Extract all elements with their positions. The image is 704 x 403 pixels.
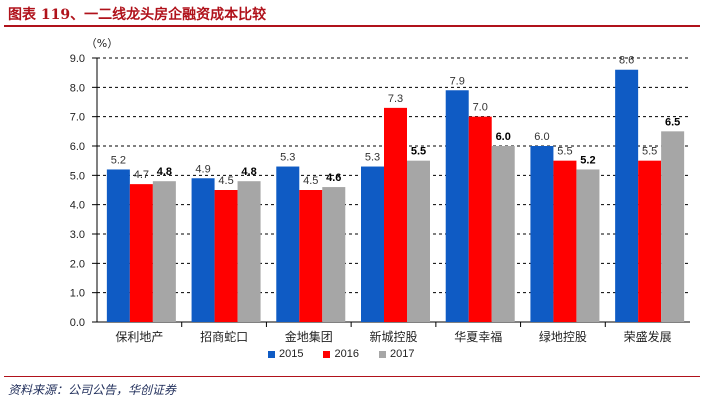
legend-label-2017: 2017 xyxy=(389,348,415,360)
bar-2016 xyxy=(638,160,662,322)
y-tick-label: 2.0 xyxy=(70,258,85,270)
data-label: 6.0 xyxy=(496,131,511,143)
bar-2016 xyxy=(129,184,153,322)
x-tick-label: 荣盛发展 xyxy=(624,329,672,344)
legend-swatch-2016 xyxy=(323,350,331,358)
y-tick-label: 3.0 xyxy=(70,229,85,241)
bar-2016 xyxy=(468,116,492,323)
data-label: 5.5 xyxy=(411,146,426,158)
y-tick-label: 7.0 xyxy=(70,112,85,124)
x-tick-label: 绿地控股 xyxy=(539,329,587,344)
data-label: 7.3 xyxy=(388,93,403,105)
legend-item-2016: 2016 xyxy=(323,348,359,360)
bar-2016 xyxy=(384,107,407,322)
y-tick-label: 0.0 xyxy=(70,317,85,329)
legend-swatch-2017 xyxy=(378,350,386,358)
data-label: 6.5 xyxy=(665,116,680,128)
y-tick-label: 4.0 xyxy=(70,200,85,212)
bar-2017 xyxy=(237,181,261,322)
legend-item-2015: 2015 xyxy=(268,348,303,360)
data-label: 4.6 xyxy=(326,172,341,184)
data-label: 5.3 xyxy=(280,152,295,164)
x-tick-label: 招商蛇口 xyxy=(200,329,248,344)
data-label: 4.9 xyxy=(195,163,210,175)
x-tick-label: 金地集团 xyxy=(285,329,333,344)
data-label: 8.6 xyxy=(619,55,634,67)
data-label: 5.5 xyxy=(642,146,657,158)
data-label: 6.0 xyxy=(534,131,549,143)
bar-2016 xyxy=(214,190,238,322)
bar-2015 xyxy=(106,169,130,322)
data-label: 5.2 xyxy=(111,154,126,166)
bar-2016 xyxy=(553,160,577,322)
bar-2017 xyxy=(407,160,430,322)
data-label: 5.2 xyxy=(580,154,595,166)
legend-item-2017: 2017 xyxy=(378,348,415,360)
data-label: 4.8 xyxy=(241,166,256,178)
bar-2015 xyxy=(615,69,639,322)
bar-2015 xyxy=(276,166,300,322)
bar-2017 xyxy=(322,187,346,322)
source-divider xyxy=(4,376,700,377)
bar-2017 xyxy=(576,169,600,322)
x-tick-label: 新城控股 xyxy=(369,329,417,344)
x-tick-label: 华夏幸福 xyxy=(454,329,502,344)
data-label: 4.5 xyxy=(303,175,318,187)
bar-2017 xyxy=(152,181,176,322)
figure-title: 图表 119、一二线龙头房企融资成本比较 xyxy=(8,7,267,23)
y-tick-label: 5.0 xyxy=(70,170,85,182)
legend-label-2015: 2015 xyxy=(279,348,304,360)
bar-2017 xyxy=(491,146,515,322)
bar-2016 xyxy=(299,190,323,322)
bar-2015 xyxy=(191,178,215,322)
y-tick-label: 1.0 xyxy=(70,288,85,300)
bar-2017 xyxy=(661,131,685,322)
data-label: 7.9 xyxy=(450,75,465,87)
title-divider xyxy=(4,25,700,27)
data-label: 4.5 xyxy=(218,175,233,187)
chart-legend: 2015 2016 2017 xyxy=(268,348,414,360)
y-tick-label: 9.0 xyxy=(70,53,85,65)
x-tick-label: 保利地产 xyxy=(115,330,163,344)
data-label: 7.0 xyxy=(473,102,488,114)
y-tick-label: 6.0 xyxy=(70,141,85,153)
data-label: 5.5 xyxy=(557,146,572,158)
y-tick-label: 8.0 xyxy=(70,82,85,94)
legend-swatch-2015 xyxy=(268,350,275,358)
data-label: 4.7 xyxy=(134,169,149,181)
bar-2015 xyxy=(445,90,469,323)
data-label: 4.8 xyxy=(157,166,172,178)
bar-2015 xyxy=(361,166,384,322)
legend-label-2016: 2016 xyxy=(334,348,359,360)
data-label: 5.3 xyxy=(365,152,380,164)
y-axis-label: （%） xyxy=(86,37,118,50)
source-note: 资料来源：公司公告，华创证券 xyxy=(8,383,177,397)
bar-2015 xyxy=(530,146,554,322)
